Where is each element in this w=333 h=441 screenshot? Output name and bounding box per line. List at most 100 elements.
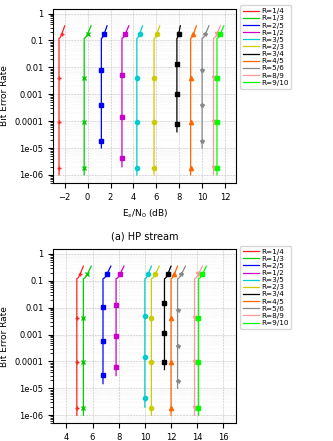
R=9/10 [204, 265, 208, 270]
Line: R=5/6: R=5/6 [177, 266, 185, 389]
R=3/4 [178, 24, 182, 30]
R=1/3 [82, 145, 86, 150]
R=1/2 [122, 264, 126, 269]
R=8/9 [198, 268, 202, 273]
R=2/3 [152, 172, 156, 178]
R=3/4 [177, 28, 181, 34]
R=9/10 [198, 275, 202, 280]
R=9/10 [220, 27, 224, 33]
R=8/9 [213, 34, 217, 40]
R=2/5 [101, 333, 105, 338]
R=1/4 [80, 268, 84, 273]
R=1/3 [89, 23, 93, 29]
R=9/10 [196, 385, 200, 390]
R=1/3 [87, 268, 91, 273]
R=2/3 [157, 24, 161, 30]
R=8/9 [198, 269, 202, 274]
R=1/2 [120, 164, 124, 169]
R=8/9 [200, 264, 204, 269]
R=1/2 [116, 275, 120, 280]
R=4/5 [192, 28, 196, 34]
R=2/3 [157, 265, 161, 270]
R=1/3 [84, 275, 88, 280]
R=3/5 [135, 145, 139, 150]
R=1/2 [127, 23, 131, 29]
R=5/6 [205, 27, 209, 33]
R=3/5 [145, 275, 149, 280]
R=2/5 [108, 265, 112, 270]
R=3/4 [163, 367, 166, 372]
R=1/3 [89, 24, 93, 30]
R=8/9 [218, 24, 222, 30]
R=1/3 [89, 265, 93, 270]
R=1/3 [87, 269, 91, 274]
R=2/5 [105, 24, 109, 30]
R=1/3 [87, 27, 91, 33]
R=8/9 [192, 385, 196, 390]
R=1/4 [57, 110, 61, 115]
R=1/4 [61, 28, 65, 34]
R=1/4 [75, 385, 79, 390]
R=1/4 [75, 350, 79, 355]
Line: R=4/5: R=4/5 [190, 26, 196, 175]
Legend: R=1/4, R=1/3, R=2/5, R=1/2, R=3/5, R=2/3, R=3/4, R=4/5, R=5/6, R=8/9, R=9/10: R=1/4, R=1/3, R=2/5, R=1/2, R=3/5, R=2/3… [240, 246, 291, 329]
R=4/5 [171, 275, 175, 280]
Line: R=5/6: R=5/6 [202, 26, 209, 148]
R=5/6 [175, 336, 179, 341]
R=9/10 [202, 269, 206, 274]
R=1/4 [81, 265, 85, 270]
R=2/5 [99, 146, 103, 151]
R=3/4 [177, 27, 181, 33]
Legend: R=1/4, R=1/3, R=2/5, R=1/2, R=3/5, R=2/3, R=3/4, R=4/5, R=5/6, R=8/9, R=9/10: R=1/4, R=1/3, R=2/5, R=1/2, R=3/5, R=2/3… [240, 5, 291, 89]
R=9/10 [215, 110, 219, 115]
Line: R=1/2: R=1/2 [116, 266, 124, 376]
R=4/5 [169, 385, 173, 390]
R=1/2 [122, 34, 126, 40]
Line: R=3/4: R=3/4 [177, 26, 180, 132]
R=3/4 [167, 268, 171, 273]
R=8/9 [200, 265, 204, 270]
R=4/5 [175, 264, 179, 269]
R=2/5 [105, 23, 109, 29]
R=4/5 [193, 27, 197, 33]
R=1/3 [84, 34, 88, 40]
R=8/9 [216, 28, 220, 34]
R=9/10 [220, 28, 224, 34]
Line: R=8/9: R=8/9 [213, 26, 220, 175]
R=2/5 [103, 275, 107, 280]
R=9/10 [215, 145, 219, 150]
R=3/4 [168, 265, 172, 270]
Line: R=2/5: R=2/5 [101, 26, 107, 148]
R=3/5 [148, 269, 152, 274]
Line: R=2/3: R=2/3 [152, 266, 159, 415]
Line: R=1/4: R=1/4 [59, 26, 65, 175]
R=2/5 [107, 268, 111, 273]
R=3/5 [143, 378, 147, 384]
R=3/4 [176, 34, 180, 40]
R=9/10 [204, 264, 208, 269]
R=4/5 [188, 110, 192, 115]
R=3/4 [167, 269, 171, 274]
R=3/5 [148, 268, 152, 273]
R=4/5 [175, 265, 179, 270]
R=8/9 [194, 275, 198, 280]
R=9/10 [196, 350, 200, 355]
Line: R=2/3: R=2/3 [154, 26, 160, 175]
R=4/5 [194, 23, 198, 29]
R=5/6 [177, 275, 181, 280]
R=5/6 [202, 34, 206, 40]
R=3/4 [164, 275, 168, 280]
R=5/6 [183, 264, 187, 269]
R=2/5 [101, 381, 105, 386]
R=8/9 [211, 110, 215, 115]
R=1/4 [57, 172, 61, 178]
R=2/3 [150, 350, 154, 355]
R=3/5 [135, 172, 139, 178]
R=5/6 [181, 269, 185, 274]
R=9/10 [221, 24, 225, 30]
R=1/4 [79, 269, 83, 274]
R=5/6 [175, 386, 179, 391]
R=1/2 [114, 373, 118, 378]
Line: R=9/10: R=9/10 [217, 26, 224, 175]
R=2/3 [158, 23, 162, 29]
